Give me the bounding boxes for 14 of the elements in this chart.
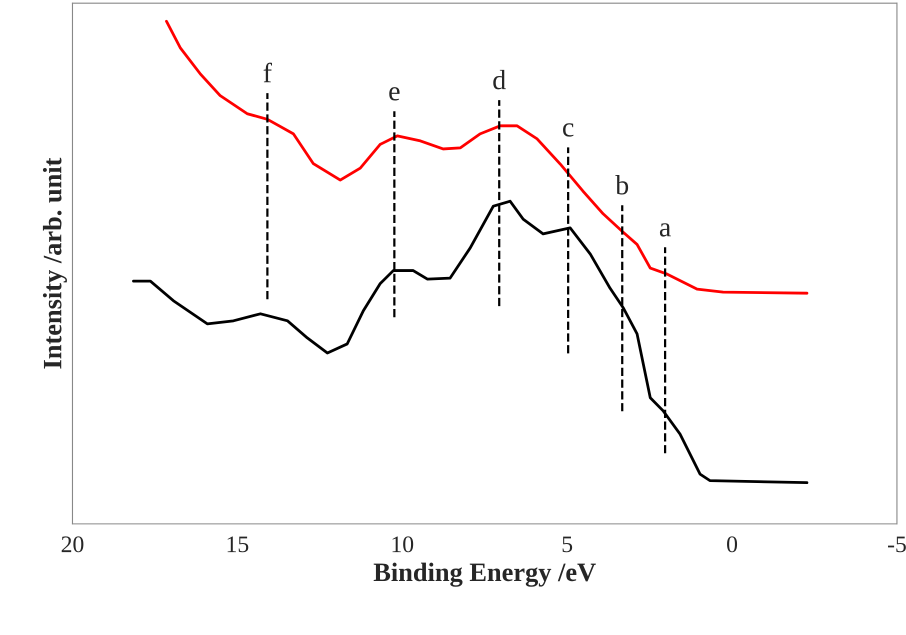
x-tick-label: 20 — [62, 536, 84, 552]
x-tick-label: 15 — [228, 536, 248, 552]
x-tick-label: 5 — [562, 536, 572, 552]
y-axis-title: Intensity /arb. unit — [42, 158, 67, 369]
x-tick-label: -5 — [888, 536, 906, 552]
ref-line-label: c — [563, 123, 574, 137]
x-tick-label: 10 — [392, 536, 414, 552]
ref-line-label: e — [389, 87, 400, 101]
ref-line-label: b — [615, 175, 628, 195]
x-axis-title: Binding Energy /eV — [374, 562, 596, 587]
x-tick-label: 0 — [727, 536, 738, 552]
ref-line-label: d — [493, 70, 506, 90]
ref-line-label: a — [660, 223, 671, 237]
ref-line-label: f — [264, 62, 272, 82]
